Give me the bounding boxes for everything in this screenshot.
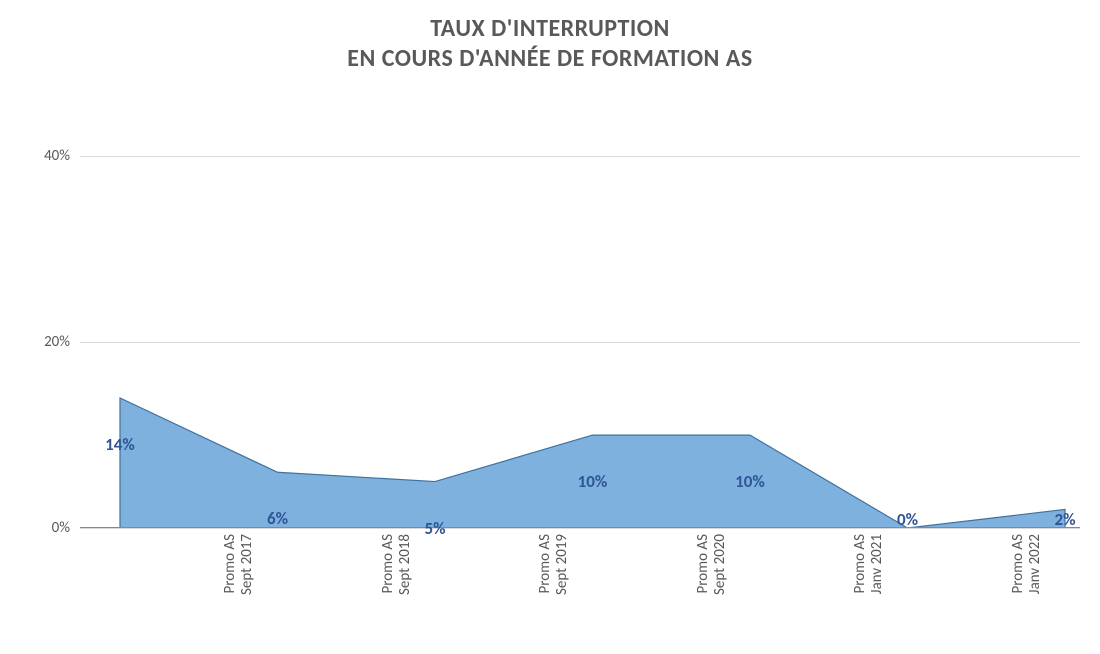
y-tick-label: 0%: [52, 519, 80, 537]
x-tick-line1: Promo AS: [1010, 534, 1027, 654]
x-tick-line2: Sept 2019: [554, 534, 571, 654]
x-tick-label: Promo ASSept 2019: [537, 534, 572, 654]
x-tick-label: Promo ASJanv 2021: [852, 534, 887, 654]
y-tick-label: 40%: [44, 147, 80, 165]
x-tick-line2: Janv 2022: [1027, 534, 1044, 654]
x-tick-line2: Sept 2020: [712, 534, 729, 654]
x-tick-line1: Promo AS: [695, 534, 712, 654]
y-tick-label: 20%: [44, 333, 80, 351]
x-tick-line1: Promo AS: [380, 534, 397, 654]
grid-line: [80, 342, 1080, 343]
x-tick-line2: Sept 2017: [239, 534, 256, 654]
x-tick-label: Promo ASJanv 2022: [1010, 534, 1045, 654]
data-label: 0%: [897, 509, 918, 530]
x-tick-label: Promo ASSept 2017: [222, 534, 257, 654]
x-tick-line1: Promo AS: [537, 534, 554, 654]
x-tick-line1: Promo AS: [222, 534, 239, 654]
chart-container: TAUX D'INTERRUPTION EN COURS D'ANNÉE DE …: [0, 0, 1100, 654]
x-tick-line1: Promo AS: [852, 534, 869, 654]
grid-line: [80, 528, 1080, 529]
data-label: 10%: [578, 471, 608, 492]
data-label: 5%: [424, 518, 445, 539]
chart-title-line2: EN COURS D'ANNÉE DE FORMATION AS: [0, 44, 1100, 74]
x-tick-line2: Sept 2018: [397, 534, 414, 654]
chart-title-line1: TAUX D'INTERRUPTION: [0, 14, 1100, 44]
data-label: 10%: [735, 471, 765, 492]
area-series: [80, 110, 1080, 528]
grid-line: [80, 156, 1080, 157]
chart-title: TAUX D'INTERRUPTION EN COURS D'ANNÉE DE …: [0, 0, 1100, 74]
x-tick-line2: Janv 2021: [869, 534, 886, 654]
data-label: 2%: [1054, 509, 1075, 530]
plot-area: 0%20%40%14%6%5%10%10%0%2%Promo ASSept 20…: [80, 110, 1080, 528]
x-tick-label: Promo ASSept 2018: [380, 534, 415, 654]
x-tick-label: Promo ASSept 2020: [695, 534, 730, 654]
data-label: 6%: [267, 508, 288, 529]
area-fill: [120, 398, 1065, 528]
data-label: 14%: [105, 434, 135, 455]
